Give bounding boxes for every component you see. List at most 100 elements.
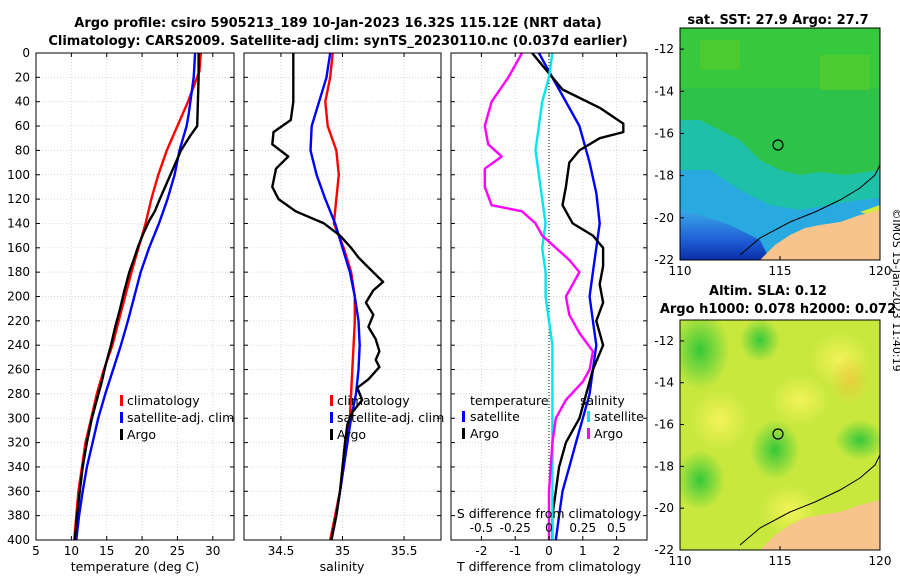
x-tick-label: 25 <box>170 544 185 558</box>
temperature-xlabel: temperature (deg C) <box>71 559 200 574</box>
depth-tick-label: 0 <box>22 46 30 60</box>
depth-tick-label: 300 <box>7 411 30 425</box>
salinity-xlabel: salinity <box>320 559 365 574</box>
depth-tick-label: 320 <box>7 436 30 450</box>
title-line-1: Argo profile: csiro 5905213_189 10-Jan-2… <box>74 16 601 31</box>
legend-swatch-satellite <box>330 412 333 423</box>
legend-title-temperature: temperature <box>470 393 549 408</box>
legend-swatch-temp-satellite <box>462 411 465 422</box>
salinity-panel: 34.5 35 35.5 salinity climatology satellit… <box>243 52 444 574</box>
depth-tick-label: 40 <box>15 95 30 109</box>
depth-tick-label: 80 <box>15 143 30 157</box>
sst-map-ticks: 110 115 120 -12 -14 -16 -18 -20 -22 <box>654 42 891 278</box>
latitude-tick-label: -18 <box>654 459 674 473</box>
salinity-legend: climatology satellite-adj. clim Argo <box>330 393 444 442</box>
temperature-panel: 5 10 15 20 25 30 0 20 40 60 80 100 120 140 160 180 200 2… <box>7 46 235 574</box>
legend-swatch-argo <box>120 429 123 440</box>
sla-map: Altim. SLA: 0.12 Argo h1000: 0.078 h2000… <box>654 284 896 568</box>
difference-panel: -2 -1 0 1 2 T difference from climatology S … <box>450 52 648 574</box>
legend-label-sal-satellite: satellite <box>594 409 644 424</box>
longitude-tick-label: 110 <box>669 264 692 278</box>
depth-tick-label: 280 <box>7 387 30 401</box>
x-tick-label: 35 <box>335 544 350 558</box>
depth-tick-label: 360 <box>7 484 30 498</box>
difference-ticks: -2 -1 0 1 2 <box>451 52 647 558</box>
series-line-satellite-adj-clim <box>309 52 361 541</box>
latitude-tick-label: -16 <box>654 418 674 432</box>
latitude-tick-label: -14 <box>654 376 674 390</box>
salinity-series <box>271 52 385 541</box>
latitude-tick-label: -20 <box>654 501 674 515</box>
longitude-tick-label: 110 <box>669 554 692 568</box>
depth-tick-label: 340 <box>7 460 30 474</box>
sla-map-title-line-1: Altim. SLA: 0.12 <box>709 284 827 299</box>
x-tick-label: 2 <box>613 544 621 558</box>
depth-tick-label: 240 <box>7 338 30 352</box>
depth-tick-label: 380 <box>7 509 30 523</box>
argo-float-marker <box>772 428 784 440</box>
depth-tick-label: 200 <box>7 290 30 304</box>
land-coast <box>760 500 880 550</box>
salinity-difference-axis-label: S difference from climatology <box>457 506 642 521</box>
difference-series <box>483 52 625 541</box>
salinity-difference-tick-label: -0.5 <box>470 521 493 535</box>
depth-tick-label: 100 <box>7 168 30 182</box>
legend-label-satellite: satellite-adj. clim <box>127 410 234 425</box>
depth-tick-label: 20 <box>15 70 30 84</box>
difference-legend: temperature salinity satellite Argo sate… <box>462 393 644 441</box>
sst-field <box>680 28 880 260</box>
legend-swatch-sal-satellite <box>587 411 590 422</box>
x-tick-label: 0 <box>545 544 553 558</box>
sst-map-title: sat. SST: 27.9 Argo: 27.7 <box>687 13 868 28</box>
series-line-temperature-argo <box>531 52 625 540</box>
depth-tick-label: 180 <box>7 265 30 279</box>
series-line-satellite-adj-clim <box>75 52 197 541</box>
latitude-tick-label: -12 <box>654 334 674 348</box>
latitude-tick-label: -16 <box>654 126 674 140</box>
legend-label-temp-satellite: satellite <box>470 409 520 424</box>
depth-tick-label: 220 <box>7 314 30 328</box>
salinity-ticks: 34.5 35 35.5 <box>244 52 441 558</box>
x-tick-label: 35.5 <box>391 544 418 558</box>
x-tick-label: -2 <box>475 544 487 558</box>
legend-label-temp-argo: Argo <box>470 426 499 441</box>
temperature-series <box>73 52 202 541</box>
depth-tick-label: 140 <box>7 216 30 230</box>
latitude-tick-label: -12 <box>654 42 674 56</box>
legend-label-argo: Argo <box>337 427 366 442</box>
sla-map-ticks: 110 115 120 -12 -14 -16 -18 -20 -22 <box>654 334 891 568</box>
x-tick-label: 34.5 <box>268 544 295 558</box>
land-coast <box>760 210 880 260</box>
depth-tick-label: 400 <box>7 533 30 547</box>
series-line-salinity-argo <box>483 52 595 540</box>
sst-map: sat. SST: 27.9 Argo: 27.7 110 115 120 -12 -1… <box>654 13 891 278</box>
depth-tick-label: 160 <box>7 241 30 255</box>
latitude-tick-label: -20 <box>654 211 674 225</box>
latitude-tick-label: -22 <box>654 543 674 557</box>
legend-swatch-climatology <box>120 395 123 406</box>
salinity-difference-ticks: -0.5 -0.25 0 0.25 0.5 <box>470 521 626 535</box>
legend-swatch-climatology <box>330 395 333 406</box>
legend-title-salinity: salinity <box>580 393 625 408</box>
legend-label-sal-argo: Argo <box>594 426 623 441</box>
series-line-argo <box>73 53 200 541</box>
depth-tick-labels: 0 20 40 60 80 100 120 140 160 180 200 220 240 260 280 3… <box>7 46 30 547</box>
temperature-ticks: 5 10 15 20 25 30 <box>32 52 234 558</box>
sla-field <box>680 320 880 550</box>
x-tick-label: 1 <box>579 544 587 558</box>
salinity-difference-tick-label: 0.5 <box>607 521 626 535</box>
title-line-2: Climatology: CARS2009. Satellite-adj cli… <box>48 34 627 49</box>
legend-label-climatology: climatology <box>127 393 200 408</box>
salinity-difference-tick-label: -0.25 <box>500 521 531 535</box>
longitude-tick-label: 120 <box>869 264 892 278</box>
argo-float-marker <box>772 139 784 151</box>
x-tick-label: 5 <box>32 544 40 558</box>
x-tick-label: 10 <box>64 544 79 558</box>
depth-contour <box>739 164 880 256</box>
difference-xlabel: T difference from climatology <box>456 559 642 574</box>
legend-swatch-sal-argo <box>587 428 590 439</box>
legend-swatch-temp-argo <box>462 428 465 439</box>
x-tick-label: 15 <box>99 544 114 558</box>
depth-contour <box>739 454 880 546</box>
